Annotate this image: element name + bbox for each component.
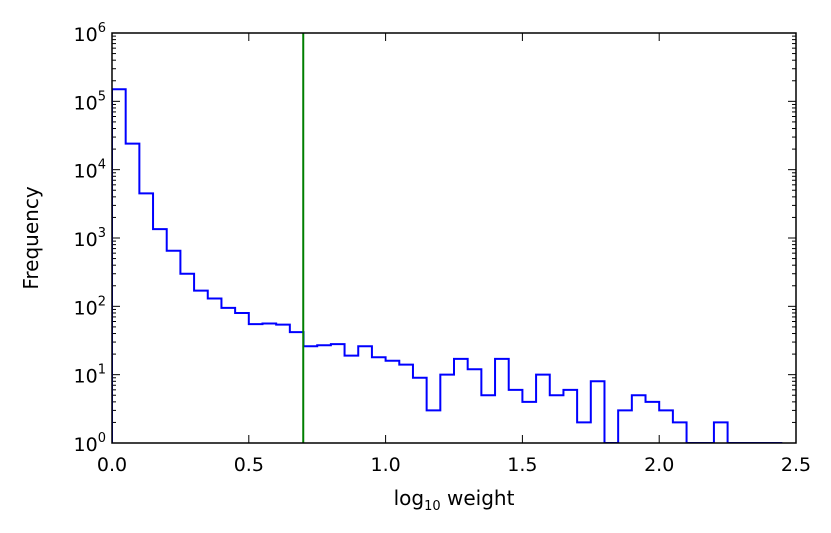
y-tick-label: 101 (74, 363, 106, 388)
y-tick-label: 105 (74, 89, 106, 114)
histogram-outline (112, 88, 783, 443)
x-axis-label-text: log10 weight (394, 486, 515, 514)
y-tick-label: 102 (74, 294, 106, 319)
y-tick-label: 106 (74, 21, 106, 46)
y-axis-label-text: Frequency (19, 186, 43, 289)
x-tick-label: 0.5 (234, 454, 264, 476)
x-tick-label: 2.0 (644, 454, 674, 476)
y-tick-label: 103 (74, 226, 106, 251)
x-axis-label: log10 weight (394, 486, 515, 514)
axes-frame (111, 32, 797, 444)
axis-ticks: 0.0 0.5 1.0 1.5 2.0 2.5 100 101 102 103 104 105 106 (74, 21, 812, 476)
x-tick-label: 1.0 (370, 454, 400, 476)
y-axis-label: Frequency (19, 186, 43, 289)
x-tick-label: 1.5 (507, 454, 537, 476)
x-tick-label: 2.5 (781, 454, 811, 476)
plot-area (112, 33, 783, 443)
y-tick-label: 100 (74, 431, 106, 456)
x-tick-label: 0.0 (97, 454, 127, 476)
y-tick-label: 104 (74, 158, 106, 183)
